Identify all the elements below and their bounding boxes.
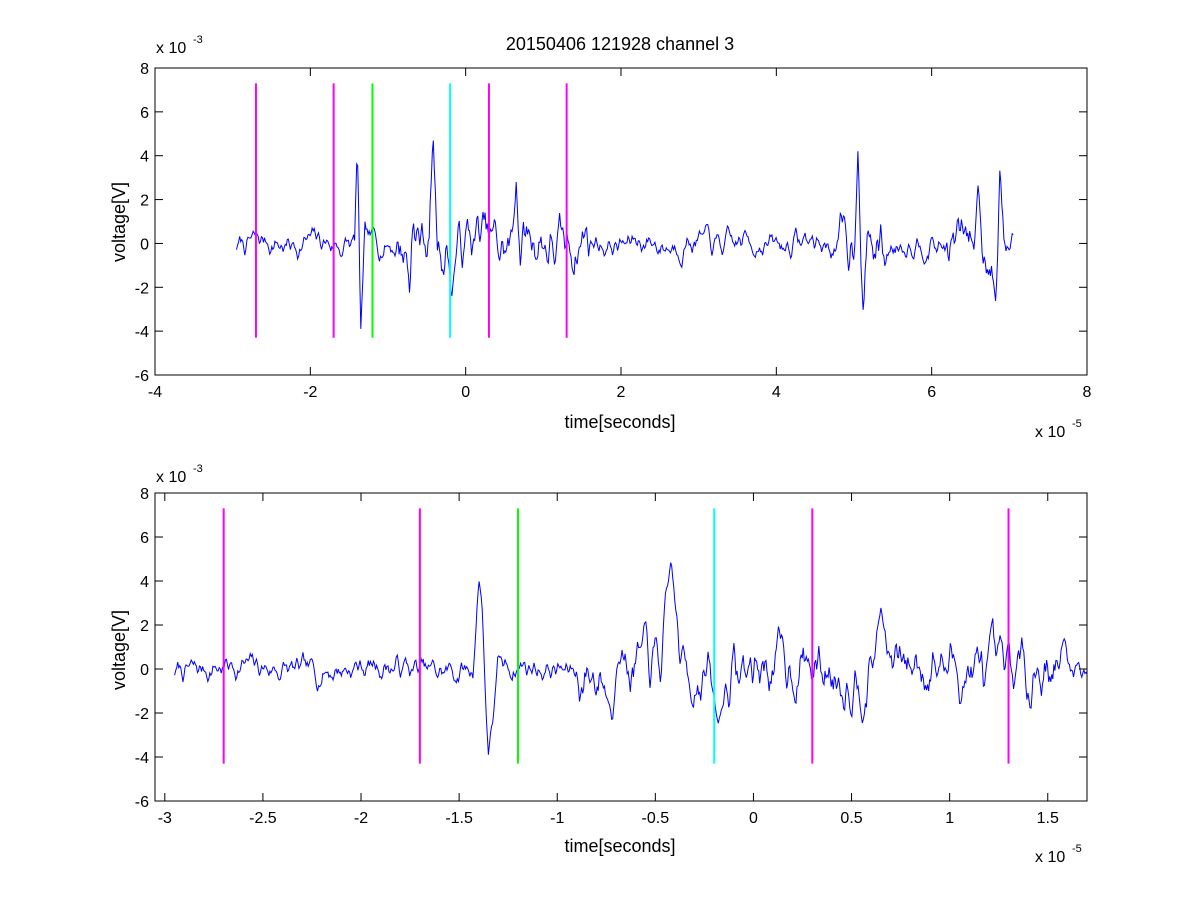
figure-title: 20150406 121928 channel 3 [506,34,734,54]
bottom-x-tick-label: 1 [945,810,954,827]
top-x-tick-label: 6 [927,384,936,401]
bottom-x-tick-label: -2.5 [249,810,277,827]
bottom-y-tick-label: 8 [140,486,149,503]
bottom-x-tick-label: -1.5 [445,810,473,827]
bottom-y-tick-label: 2 [140,618,149,635]
top-y-tick-label: 8 [140,61,149,78]
top-y-multiplier-exponent: -3 [193,34,203,46]
top-x-tick-label: 2 [617,384,626,401]
top-x-tick-label: 8 [1083,384,1092,401]
bottom-x-multiplier-exponent: -5 [1072,843,1082,855]
bottom-y-tick-label: -2 [135,706,149,723]
top-x-tick-label: 4 [772,384,781,401]
bottom-y-multiplier-exponent: -3 [193,463,203,475]
bottom-x-tick-label: -0.5 [642,810,670,827]
bottom-x-multiplier: x 10 [1035,849,1065,866]
top-y-tick-label: 2 [140,193,149,210]
bottom-y-tick-label: -4 [135,750,149,767]
top-x-multiplier: x 10 [1035,424,1065,441]
bottom-x-tick-label: 0 [749,810,758,827]
bottom-x-tick-label: -3 [158,810,172,827]
bottom-x-axis-label: time[seconds] [564,836,675,856]
top-y-multiplier: x 10 [156,40,186,57]
top-y-tick-label: 4 [140,149,149,166]
top-x-tick-label: -2 [303,384,317,401]
bottom-y-axis-label: voltage[V] [109,610,129,690]
bottom-signal-series-line [174,562,1087,755]
top-y-tick-label: -2 [135,280,149,297]
top-x-tick-label: -4 [148,384,162,401]
bottom-y-multiplier: x 10 [156,469,186,486]
bottom-y-tick-label: 6 [140,530,149,547]
bottom-y-tick-label: 0 [140,662,149,679]
bottom-plot-frame [154,492,1088,802]
top-subplot: x 10 -3 x 10 -5 time[seconds] voltage[V]… [109,34,1092,441]
top-y-tick-label: -6 [135,368,149,385]
top-y-tick-label: 0 [140,236,149,253]
bottom-x-tick-label: -1 [550,810,564,827]
top-y-tick-label: -4 [135,324,149,341]
bottom-x-tick-label: 1.5 [1037,810,1059,827]
top-x-tick-label: 0 [461,384,470,401]
top-signal-series-line [236,140,1014,329]
top-y-tick-label: 6 [140,105,149,122]
bottom-subplot: x 10 -3 x 10 -5 time[seconds] voltage[V]… [109,463,1088,866]
bottom-x-tick-label: -2 [354,810,368,827]
top-x-multiplier-exponent: -5 [1072,418,1082,430]
bottom-y-tick-label: -6 [135,794,149,811]
bottom-y-tick-label: 4 [140,574,149,591]
bottom-x-tick-label: 0.5 [840,810,862,827]
top-y-axis-label: voltage[V] [109,182,129,262]
top-x-axis-label: time[seconds] [564,412,675,432]
